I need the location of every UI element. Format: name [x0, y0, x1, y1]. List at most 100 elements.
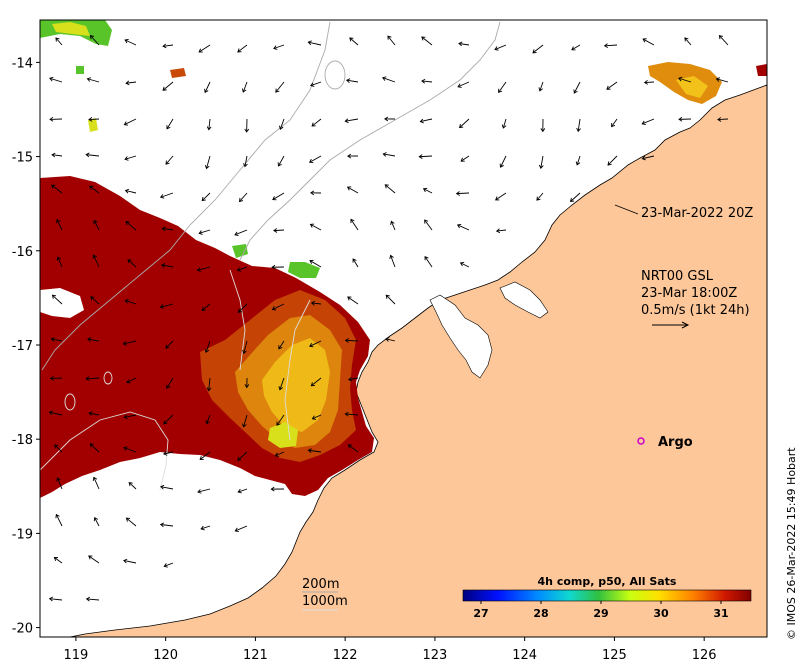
current-arrow-head	[569, 197, 575, 203]
current-arrow-head	[85, 376, 90, 382]
current-arrow-head	[384, 116, 389, 122]
current-arrow	[165, 155, 174, 165]
current-arrow-head	[159, 522, 165, 528]
current-arrow-head	[243, 163, 248, 168]
current-arrow-head	[606, 85, 611, 90]
current-arrow-head	[501, 124, 507, 129]
current-arrow-head	[49, 116, 54, 122]
current-arrow	[54, 557, 63, 564]
current-arrow-head	[123, 558, 128, 564]
current-arrow	[124, 414, 137, 418]
current-arrow	[460, 155, 470, 162]
depth-200-label: 200m	[302, 577, 340, 592]
current-arrow	[279, 377, 285, 390]
x-axis: 119 120 121 122 123 124 125 126	[63, 637, 717, 663]
sst-patch-green-1	[268, 422, 298, 448]
current-arrow-head	[124, 299, 129, 304]
colorbar-tick-label: 29	[593, 607, 608, 620]
current-arrow-head	[271, 306, 277, 311]
current-arrow	[90, 35, 100, 46]
current-arrow-head	[678, 116, 683, 122]
current-arrow	[716, 78, 729, 83]
current-arrow-head	[678, 76, 683, 82]
current-arrow-head	[88, 117, 93, 122]
plot-frame	[39, 19, 768, 638]
current-arrow	[345, 118, 359, 122]
current-arrow-head	[576, 127, 581, 133]
current-arrow	[160, 524, 174, 527]
current-arrow	[719, 35, 729, 46]
current-arrow-head	[457, 83, 462, 88]
current-arrow	[123, 447, 137, 453]
current-arrow	[56, 219, 63, 231]
current-arrow	[310, 81, 322, 87]
current-arrow-head	[86, 77, 92, 82]
current-arrow-head	[124, 156, 129, 161]
current-arrow	[421, 36, 433, 46]
current-arrow	[456, 192, 470, 195]
current-arrow-head	[197, 489, 202, 494]
y-tick-label: -20	[12, 622, 33, 637]
x-tick-label: 126	[692, 648, 717, 663]
current-arrow	[419, 155, 433, 158]
current-arrow-head	[421, 36, 426, 41]
current-arrow-head	[344, 411, 349, 417]
current-arrow	[199, 451, 211, 460]
y-tick-label: -17	[12, 339, 33, 354]
current-arrow-head	[540, 128, 546, 133]
current-arrow	[237, 266, 248, 271]
current-arrow	[88, 555, 100, 564]
current-arrow	[52, 294, 63, 305]
current-arrow-head	[49, 375, 54, 381]
current-arrow-head	[92, 476, 98, 481]
current-arrow	[163, 451, 174, 455]
current-arrow-head	[641, 155, 646, 161]
current-arrow-head	[274, 452, 280, 457]
current-arrow	[577, 118, 581, 132]
current-arrow	[127, 259, 137, 268]
current-arrow	[49, 77, 63, 83]
current-arrow-head	[455, 191, 460, 196]
current-arrow-head	[166, 384, 171, 389]
current-arrow-head	[642, 38, 647, 43]
current-arrow	[94, 517, 100, 527]
current-arrow-head	[90, 296, 95, 301]
current-arrow	[382, 77, 396, 83]
current-arrow	[606, 81, 618, 90]
current-arrow	[90, 296, 100, 305]
current-arrow	[420, 118, 433, 123]
current-arrow-head	[384, 184, 389, 189]
current-arrow	[51, 338, 63, 342]
current-arrow	[349, 37, 359, 46]
current-arrow-head	[278, 345, 283, 350]
current-arrow	[457, 224, 470, 231]
current-arrow	[200, 525, 211, 530]
current-arrow-head	[495, 196, 500, 201]
current-arrow-head	[123, 414, 128, 420]
current-arrow	[206, 155, 211, 169]
current-arrow-head	[206, 126, 212, 131]
gulf-inlet	[429, 294, 493, 379]
current-arrow	[124, 39, 137, 46]
current-arrow	[573, 81, 581, 94]
current-arrow-head	[200, 525, 205, 531]
current-arrow	[238, 488, 248, 493]
current-arrow	[308, 449, 322, 453]
current-arrow	[54, 444, 63, 453]
current-arrow-head	[459, 261, 465, 267]
current-arrow	[607, 155, 618, 166]
current-arrow-head	[165, 160, 170, 165]
current-arrow	[57, 477, 63, 490]
current-arrow-head	[459, 123, 464, 129]
argo-marker	[637, 437, 645, 445]
current-arrow	[88, 118, 100, 121]
current-arrow	[237, 44, 248, 53]
current-arrow-head	[271, 264, 276, 270]
current-arrow-head	[51, 294, 57, 299]
current-arrow-head	[124, 188, 130, 194]
current-arrow	[162, 228, 174, 231]
current-arrow	[278, 155, 285, 167]
y-tick-label: -14	[12, 56, 33, 71]
current-arrow-head	[575, 161, 581, 166]
current-arrow-head	[238, 197, 244, 203]
